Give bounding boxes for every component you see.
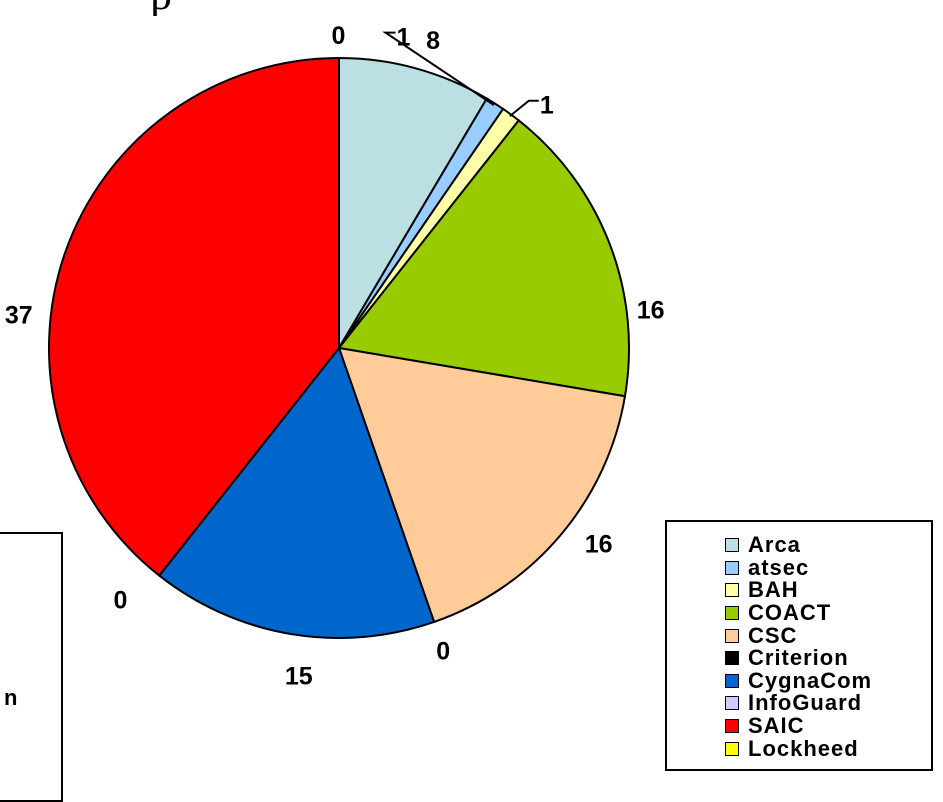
chart-title: p	[150, 0, 290, 16]
legend-swatch	[725, 583, 739, 598]
data-label-infoguard: 0	[114, 586, 128, 614]
data-label-arca: 8	[426, 27, 440, 55]
legend-label: Criterion	[748, 645, 849, 671]
legend-label: SAIC	[748, 713, 805, 739]
legend-item-cygnacom: CygnaCom	[725, 667, 873, 693]
legend: Arca atsec BAH COACT CSC Criterion CygnaCom Inf…	[665, 520, 933, 771]
data-label-atsec: 1	[397, 24, 411, 52]
slice-saic	[48, 56, 340, 577]
data-label-lockheed: 0	[332, 22, 346, 50]
legend-item-coact: COACT	[725, 602, 872, 625]
pie-slices	[48, 56, 630, 639]
legend-item-criterion: Criterion	[725, 647, 872, 670]
slice-coact	[337, 119, 630, 398]
legend-swatch	[725, 673, 739, 688]
legend-label: InfoGuard	[748, 690, 863, 716]
legend-label: BAH	[748, 577, 799, 603]
legend-swatch	[725, 538, 739, 553]
legend-swatch	[725, 696, 739, 711]
data-label-saic: 37	[5, 301, 33, 329]
legend-swatch	[725, 560, 739, 575]
legend-list: Arca atsec BAH COACT CSC Criterion CygnaCom Inf…	[725, 534, 872, 760]
legend-label: atsec	[748, 554, 810, 580]
legend-item-saic: SAIC	[725, 715, 872, 738]
legend-swatch	[725, 651, 739, 666]
leader-line-atsec	[382, 31, 495, 107]
leader-lines	[382, 31, 539, 117]
data-label-cygnacom: 15	[285, 663, 313, 691]
legend-label: Lockheed	[748, 735, 859, 761]
legend-label: CygnaCom	[748, 667, 873, 693]
legend-label: Arca	[748, 532, 801, 558]
legend-swatch	[725, 628, 739, 643]
legend-swatch	[725, 606, 739, 621]
legend-item-csc: CSC	[725, 624, 872, 647]
slice-cygnacom	[157, 345, 436, 639]
data-label-coact: 16	[637, 297, 665, 325]
leader-line-bah	[509, 99, 539, 117]
left-box-text: n	[4, 685, 18, 710]
data-label-criterion: 0	[436, 638, 450, 666]
legend-swatch	[725, 719, 739, 734]
data-label-csc: 16	[585, 531, 613, 559]
slice-arca	[338, 56, 489, 352]
legend-item-arca: Arca	[725, 534, 872, 557]
left-legend-box: n	[0, 532, 63, 802]
legend-item-bah: BAH	[725, 579, 872, 602]
legend-item-atsec: atsec	[725, 554, 872, 580]
data-label-bah: 1	[540, 92, 554, 120]
legend-item-infoguard: InfoGuard	[725, 692, 872, 715]
legend-item-lockheed: Lockheed	[725, 737, 872, 760]
legend-label: COACT	[748, 600, 832, 626]
legend-swatch	[725, 741, 739, 756]
legend-label: CSC	[748, 622, 798, 648]
